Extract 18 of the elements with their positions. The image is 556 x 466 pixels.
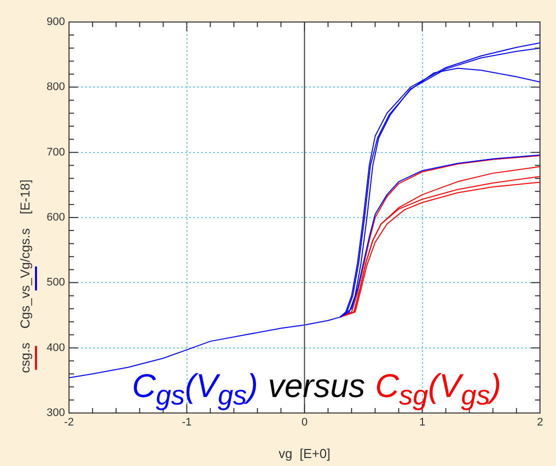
x-tick-label: -2 <box>64 416 74 429</box>
x-tick-label: 0 <box>301 416 308 429</box>
y-tick-label: 300 <box>46 407 65 420</box>
x-axis-title: vg [E+0] <box>278 446 330 461</box>
legend-label: csg.s <box>18 342 33 373</box>
annotation: C$_{sg}$(V$_{gs}$) <box>375 367 502 411</box>
y-tick-label: 700 <box>46 146 65 158</box>
legend-label: Cgs_vs_Vg/cgs.s <box>18 228 33 329</box>
y-axis-title: [E-18] <box>18 180 33 214</box>
y-tick-label: 500 <box>46 276 65 289</box>
y-tick-label: 400 <box>46 342 65 354</box>
y-tick-label: 600 <box>46 212 65 224</box>
y-tick-label: 900 <box>46 16 65 28</box>
annotation: C$_{gs}$(V$_{gs}$) <box>132 367 258 411</box>
x-tick-label: 2 <box>536 416 544 429</box>
x-tick-label: 1 <box>419 416 426 429</box>
y-tick-label: 800 <box>46 81 65 94</box>
x-tick-label: -1 <box>182 416 192 429</box>
